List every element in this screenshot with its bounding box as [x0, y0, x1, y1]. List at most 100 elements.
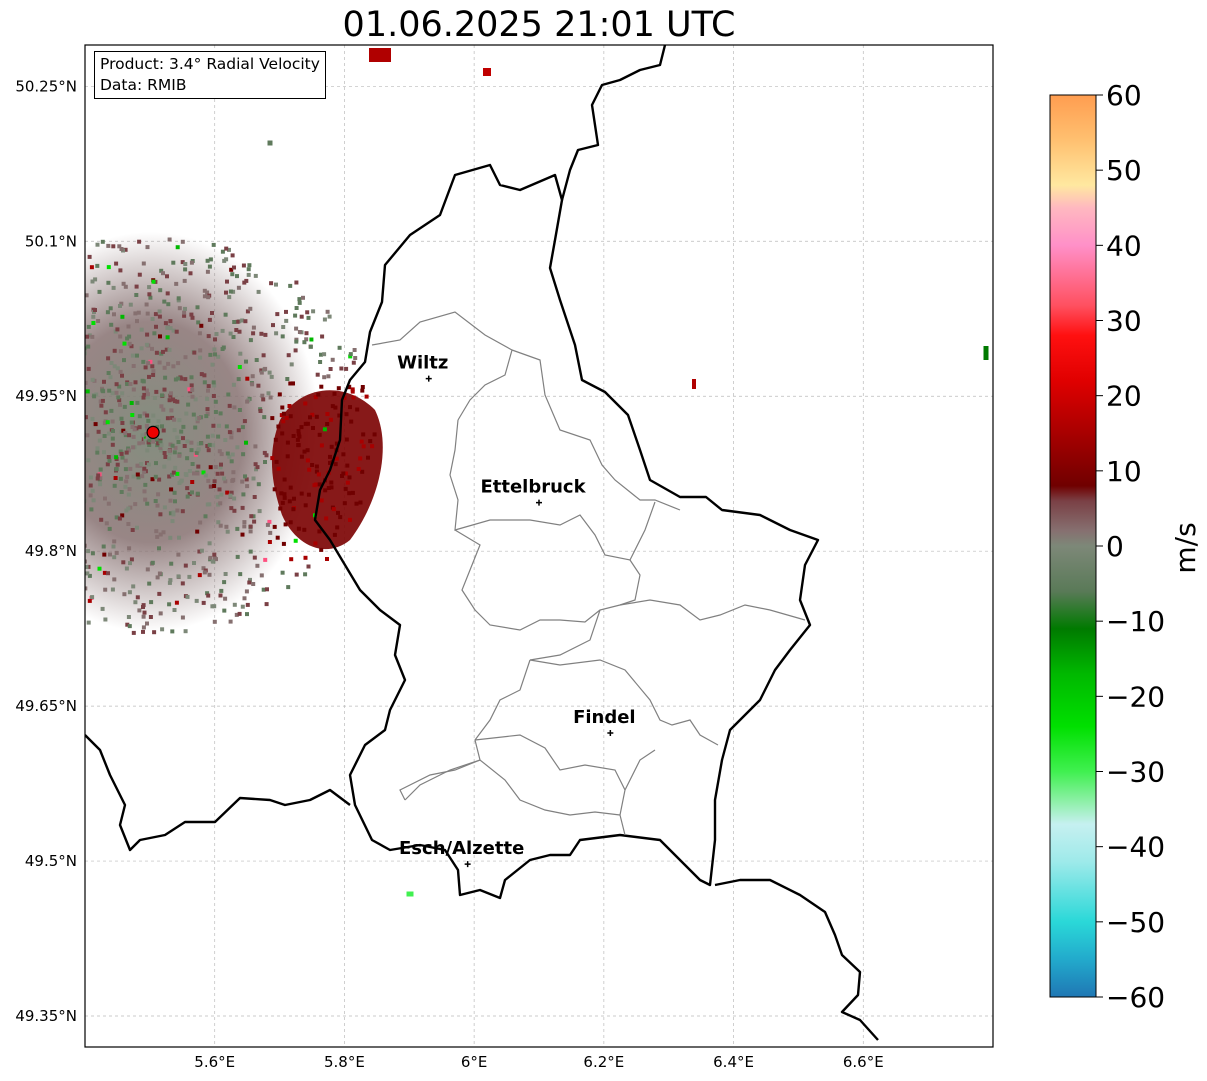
radar-speckle — [144, 388, 149, 393]
radar-speckle — [90, 377, 95, 382]
radar-speckle — [71, 313, 75, 317]
radar-speckle — [240, 532, 245, 537]
radar-speckle — [253, 462, 258, 467]
radar-speckle — [206, 448, 211, 453]
radar-speckle — [127, 487, 132, 492]
radar-speckle — [151, 369, 156, 374]
radar-speckle — [190, 462, 195, 466]
radar-speckle — [111, 544, 116, 549]
radar-speckle — [91, 314, 96, 319]
radar-speckle — [219, 492, 224, 497]
radar-speckle — [63, 587, 67, 591]
radar-speckle — [161, 349, 165, 354]
radar-speckle — [342, 501, 347, 506]
radar-speckle — [181, 424, 186, 429]
radar-speckle — [8, 373, 12, 377]
radar-speckle — [155, 424, 160, 429]
radar-speckle — [22, 511, 26, 515]
radar-speckle — [224, 246, 229, 251]
radar-speckle — [64, 463, 68, 467]
radar-speckle — [196, 464, 201, 469]
radar-speckle — [157, 309, 162, 314]
radar-speckle — [12, 545, 16, 549]
radar-speckle — [253, 444, 258, 449]
radar-speckle — [130, 353, 135, 358]
radar-speckle — [140, 378, 145, 383]
lon-tick-label: 6.6°E — [843, 1053, 884, 1071]
radar-speckle — [105, 462, 110, 467]
radar-speckle — [27, 476, 31, 480]
radar-speckle — [163, 455, 168, 459]
radar-speckle — [103, 587, 108, 592]
radar-speckle — [176, 440, 181, 444]
radar-speckle — [32, 321, 36, 325]
radar-speckle — [162, 464, 167, 469]
radar-speckle — [145, 434, 150, 439]
radar-speckle — [14, 327, 18, 331]
radar-speckle — [171, 512, 176, 517]
radar-speckle — [86, 458, 91, 463]
radar-speckle — [88, 493, 93, 498]
radar-speckle — [15, 503, 19, 507]
radar-speckle — [318, 360, 323, 364]
lon-tick-label: 6.4°E — [713, 1053, 754, 1071]
radar-speckle — [187, 492, 192, 496]
radar-speckle — [145, 332, 150, 337]
radar-speckle — [120, 455, 125, 460]
radar-speckle — [198, 355, 203, 360]
radar-speckle — [38, 285, 42, 289]
radar-speckle — [92, 394, 97, 399]
radar-speckle — [273, 437, 278, 442]
radar-speckle — [334, 441, 339, 446]
radar-speckle — [130, 528, 135, 532]
radar-speckle — [95, 450, 100, 455]
radar-speckle — [118, 449, 123, 454]
radar-speckle — [117, 516, 122, 521]
radar-speckle — [76, 262, 80, 266]
radar-speckle — [117, 384, 122, 389]
radar-speckle — [86, 549, 91, 554]
radar-speckle — [22, 581, 26, 585]
colorbar-bar — [1050, 95, 1096, 997]
radar-speckle — [135, 472, 140, 477]
product-label: Product: 3.4° Radial Velocity — [100, 55, 320, 73]
radar-speckle — [280, 405, 285, 410]
radar-speckle — [34, 421, 38, 425]
radar-speckle — [166, 361, 171, 366]
radar-speckle — [327, 314, 332, 319]
radar-speckle — [141, 359, 146, 364]
radar-speckle — [266, 391, 271, 396]
radar-speckle — [91, 321, 96, 325]
radar-speckle — [136, 475, 141, 480]
radar-speckle — [281, 419, 286, 424]
radar-speckle — [281, 325, 286, 329]
radar-speckle — [303, 421, 308, 426]
radar-speckle — [54, 465, 58, 469]
radar-speckle — [98, 467, 103, 472]
colorbar-tick-label: 50 — [1106, 154, 1142, 187]
radar-speckle — [73, 332, 77, 336]
radar-speckle — [218, 523, 223, 528]
radar-speckle — [326, 374, 331, 379]
radar-speckle — [37, 289, 41, 293]
radar-speckle — [85, 571, 90, 576]
radar-speckle — [139, 346, 144, 351]
radar-speckle — [354, 501, 359, 506]
radar-speckle — [25, 449, 29, 453]
radar-speckle — [59, 288, 63, 292]
radar-speckle — [208, 484, 213, 489]
radar-speckle — [238, 572, 243, 577]
radar-speckle — [157, 314, 162, 319]
radar-speckle — [121, 428, 126, 433]
radar-speckle — [144, 302, 149, 307]
radar-speckle — [333, 462, 338, 467]
radar-speckle — [158, 288, 163, 293]
radar-speckle — [19, 435, 23, 439]
radar-speckle — [163, 375, 168, 380]
radar-speckle — [105, 420, 110, 425]
radar-speckle — [370, 444, 375, 449]
radar-speckle — [190, 315, 195, 320]
radar-speckle — [30, 277, 34, 281]
radar-speckle — [247, 263, 252, 268]
radar-speckle — [110, 391, 115, 396]
